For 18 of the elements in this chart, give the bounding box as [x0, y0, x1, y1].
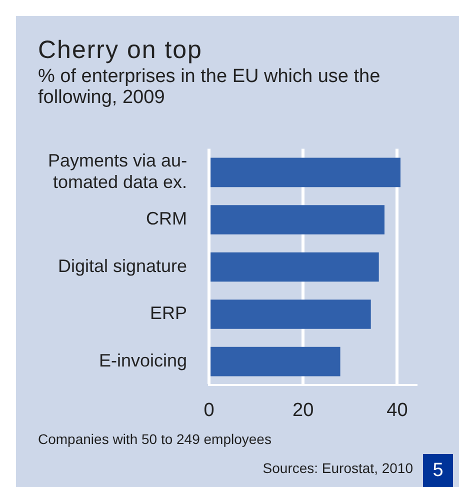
x-tick-label: 0 — [204, 400, 214, 421]
bar — [210, 252, 379, 282]
bar — [210, 346, 340, 376]
chart-subtitle: % of enterprises in the EU which use the following, 2009 — [38, 66, 382, 108]
y-tick-label: CRM — [146, 208, 188, 229]
y-tick-label: Payments via au- tomated data ex. — [48, 150, 188, 192]
y-tick-label: Digital signature — [58, 256, 188, 276]
source-note: Sources: Eurostat, 2010 — [262, 460, 413, 476]
x-tick-label: 20 — [292, 400, 314, 421]
bar — [210, 300, 371, 329]
x-tick-label: 40 — [386, 400, 408, 421]
y-tick-label: E-invoicing — [99, 350, 188, 371]
text: Companies with 50 to 249 employees — [38, 431, 272, 447]
y-tick-label: ERP — [150, 303, 188, 324]
text: 5 — [423, 454, 453, 487]
bar — [210, 158, 400, 188]
bar — [210, 205, 384, 234]
chart-title: Cherry on top — [38, 36, 202, 65]
